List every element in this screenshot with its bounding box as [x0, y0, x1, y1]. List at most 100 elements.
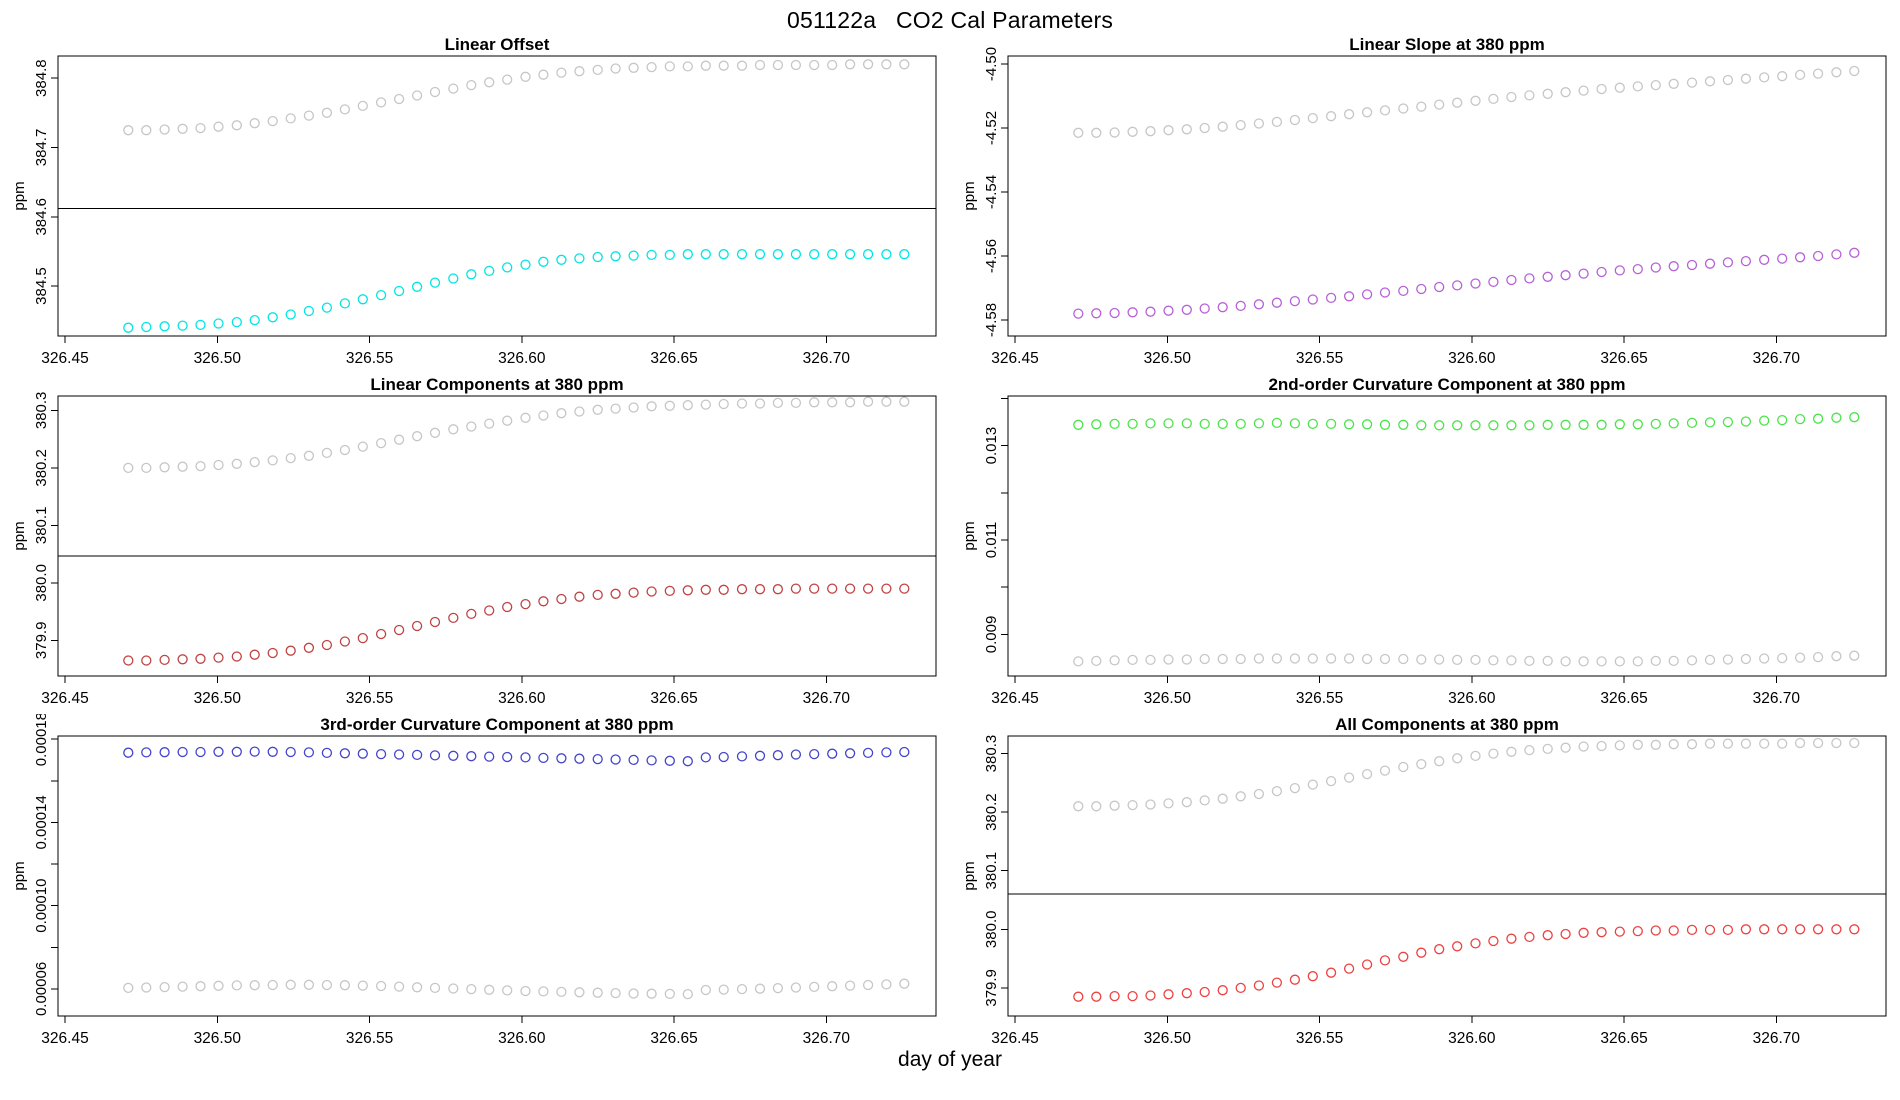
x-tick-label: 326.70 [1753, 1030, 1801, 1047]
data-point [1127, 799, 1138, 811]
data-point [1271, 116, 1283, 128]
data-point [772, 249, 784, 260]
data-point [772, 59, 784, 71]
data-point [1632, 656, 1643, 667]
data-point [285, 746, 296, 758]
data-point [1686, 417, 1698, 429]
y-axis-title: ppm [11, 521, 28, 550]
data-point [375, 980, 387, 992]
y-tick-label: 380.0 [983, 911, 1000, 949]
data-point [1542, 88, 1553, 99]
data-point [357, 441, 368, 452]
data-point [1073, 801, 1084, 812]
data-point [502, 601, 513, 613]
data-point [195, 981, 206, 992]
y-tick-label: -4.58 [983, 303, 1000, 337]
data-point [1398, 653, 1409, 665]
data-point [1398, 419, 1409, 430]
x-tick-label: 326.60 [1448, 690, 1496, 707]
data-point [1073, 419, 1084, 430]
data-point [502, 262, 513, 273]
data-point [484, 751, 495, 762]
data-point [1181, 124, 1192, 135]
data-point [1163, 305, 1174, 316]
data-point [1777, 738, 1788, 749]
x-tick-label: 326.70 [1753, 690, 1801, 707]
data-point [1722, 654, 1734, 665]
data-point [375, 748, 387, 760]
data-point [502, 74, 513, 85]
data-point [862, 583, 874, 594]
x-tick-label: 326.65 [1600, 1030, 1647, 1047]
data-point [736, 60, 748, 71]
series-gray [123, 396, 910, 474]
data-point [1650, 418, 1661, 430]
data-point [177, 654, 188, 665]
data-point [448, 750, 459, 761]
data-point [1759, 415, 1770, 426]
data-point [574, 406, 585, 417]
panel-title: Linear Offset [445, 35, 550, 54]
data-point [718, 984, 729, 995]
data-point [1235, 418, 1246, 430]
data-point [1434, 99, 1445, 110]
data-point [1740, 738, 1752, 749]
data-point [1343, 109, 1355, 120]
data-point [700, 249, 711, 260]
data-point [1488, 655, 1499, 666]
y-tick-label: 0.011 [983, 522, 1000, 558]
data-point [1163, 125, 1174, 136]
panel-title: Linear Slope at 380 ppm [1349, 35, 1545, 54]
data-point [1127, 418, 1138, 430]
x-tick-label: 326.45 [991, 1030, 1038, 1047]
data-point [1199, 795, 1210, 806]
data-point [429, 616, 441, 628]
data-point [1145, 306, 1156, 317]
data-point [1235, 119, 1246, 131]
data-point [1217, 418, 1228, 430]
data-point [899, 583, 910, 594]
series-purple [1073, 247, 1860, 319]
data-point [1289, 974, 1301, 985]
data-point [664, 585, 675, 597]
data-point [1091, 991, 1102, 1002]
data-point [700, 60, 711, 71]
data-point [213, 980, 224, 991]
x-tick-label: 326.45 [41, 1030, 88, 1047]
y-axis-title: ppm [961, 181, 978, 210]
data-point [466, 983, 477, 995]
data-point [1398, 103, 1409, 114]
data-point [790, 249, 802, 260]
data-point [844, 59, 856, 70]
data-point [1777, 924, 1788, 935]
y-axis-title: ppm [11, 181, 28, 210]
data-point [123, 125, 134, 136]
data-point [809, 981, 820, 993]
y-tick-label: 380.3 [983, 735, 1000, 773]
data-point [1686, 259, 1698, 271]
data-point [339, 298, 351, 309]
panel-title: 3rd-order Curvature Component at 380 ppm [320, 715, 673, 734]
data-point [1470, 420, 1481, 431]
data-point [123, 655, 134, 666]
data-point [1777, 71, 1788, 82]
data-point [159, 462, 170, 473]
data-point [303, 110, 315, 121]
data-point [1379, 653, 1391, 665]
data-point [1145, 126, 1156, 137]
data-point [1434, 654, 1445, 665]
data-point [285, 979, 296, 990]
data-point [1181, 418, 1192, 429]
data-point [1127, 307, 1138, 318]
data-point [844, 397, 856, 408]
data-point [1235, 791, 1246, 802]
data-point [249, 746, 260, 757]
data-point [339, 980, 351, 991]
data-point [1325, 292, 1337, 304]
data-point [195, 460, 206, 472]
data-point [1343, 772, 1355, 783]
x-tick-label: 326.65 [650, 350, 697, 367]
data-point [1596, 266, 1607, 278]
y-axis-title: ppm [961, 861, 978, 890]
data-point [736, 249, 748, 260]
